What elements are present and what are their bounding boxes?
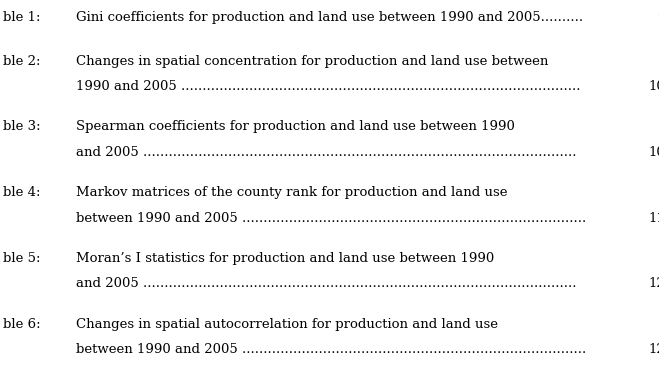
Text: ble 1:: ble 1: [3, 11, 41, 24]
Text: 10: 10 [649, 146, 659, 159]
Text: Moran’s I statistics for production and land use between 1990: Moran’s I statistics for production and … [76, 252, 494, 265]
Text: ble 3:: ble 3: [3, 120, 41, 133]
Text: ble 2:: ble 2: [3, 55, 41, 68]
Text: 1990 and 2005 ..................................................................: 1990 and 2005 ..........................… [76, 80, 581, 93]
Text: Changes in spatial autocorrelation for production and land use: Changes in spatial autocorrelation for p… [76, 318, 498, 331]
Text: ble 5:: ble 5: [3, 252, 41, 265]
Text: 12: 12 [649, 343, 659, 356]
Text: ble 6:: ble 6: [3, 318, 41, 331]
Text: Markov matrices of the county rank for production and land use: Markov matrices of the county rank for p… [76, 186, 507, 199]
Text: 9: 9 [657, 11, 659, 24]
Text: between 1990 and 2005 ..........................................................: between 1990 and 2005 ..................… [76, 343, 586, 356]
Text: Changes in spatial concentration for production and land use between: Changes in spatial concentration for pro… [76, 55, 548, 68]
Text: Gini coefficients for production and land use between 1990 and 2005..........: Gini coefficients for production and lan… [76, 11, 583, 24]
Text: Spearman coefficients for production and land use between 1990: Spearman coefficients for production and… [76, 120, 515, 133]
Text: and 2005 .......................................................................: and 2005 ...............................… [76, 277, 576, 291]
Text: between 1990 and 2005 ..........................................................: between 1990 and 2005 ..................… [76, 212, 586, 225]
Text: 12: 12 [649, 277, 659, 291]
Text: ble 4:: ble 4: [3, 186, 41, 199]
Text: 10: 10 [649, 80, 659, 93]
Text: and 2005 .......................................................................: and 2005 ...............................… [76, 146, 576, 159]
Text: 11: 11 [649, 212, 659, 225]
